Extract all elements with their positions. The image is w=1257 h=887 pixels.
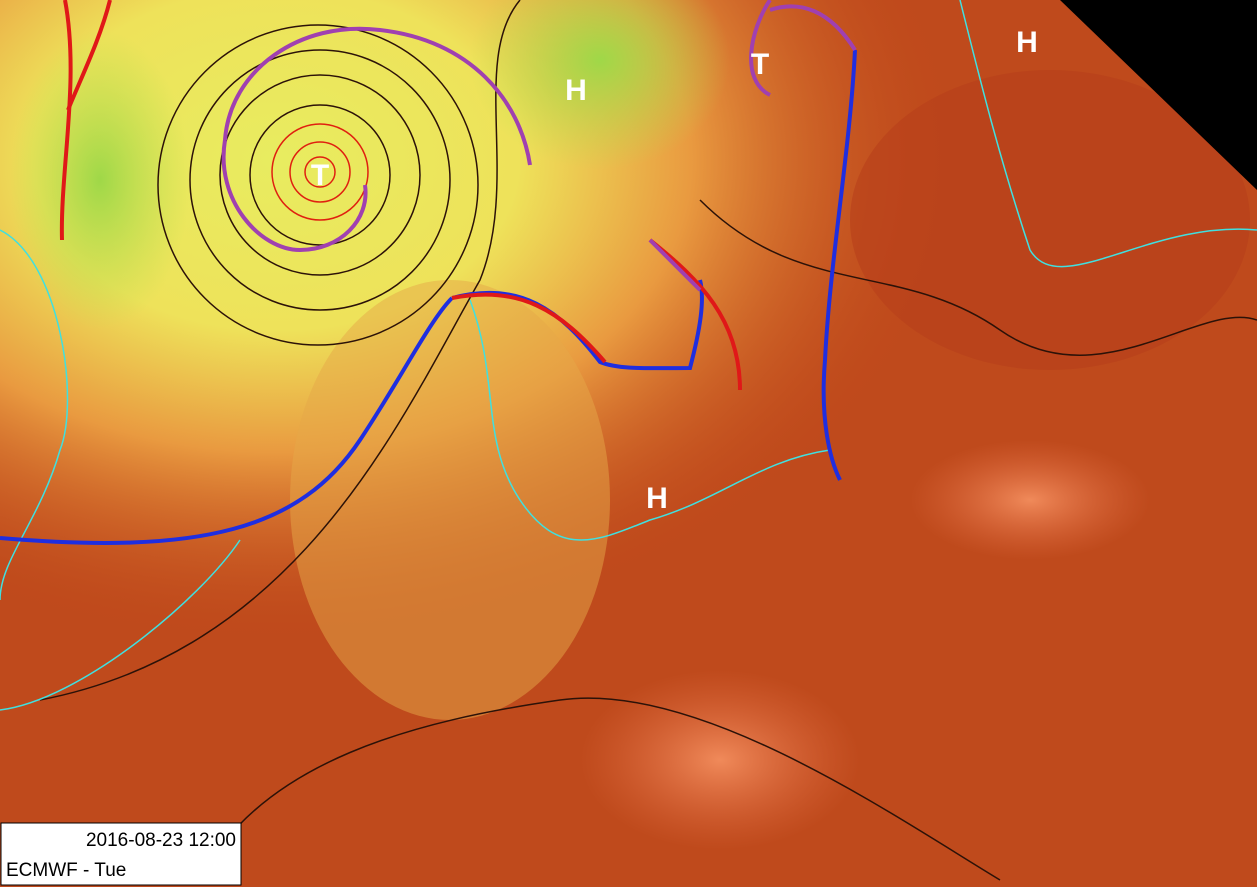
datetime: 2016-08-23 12:00 (86, 830, 236, 851)
model-label: ECMWF - Tue (6, 860, 126, 881)
info-box: 2016-08-23 12:00 ECMWF - Tue (0, 822, 242, 886)
fronts (0, 0, 857, 545)
isobars-inner (271, 123, 369, 221)
info-box-frame (0, 822, 242, 886)
pressure-center-label: H (565, 74, 587, 107)
pressure-center-label: H (1016, 26, 1038, 59)
pressure-center-label: T (311, 159, 329, 192)
pressure-labels: H H H T T (311, 26, 1038, 515)
pressure-center-label: T (751, 48, 769, 81)
isobars (39, 0, 1257, 881)
pressure-center-label: H (646, 482, 668, 515)
isotherms (0, 0, 1257, 711)
